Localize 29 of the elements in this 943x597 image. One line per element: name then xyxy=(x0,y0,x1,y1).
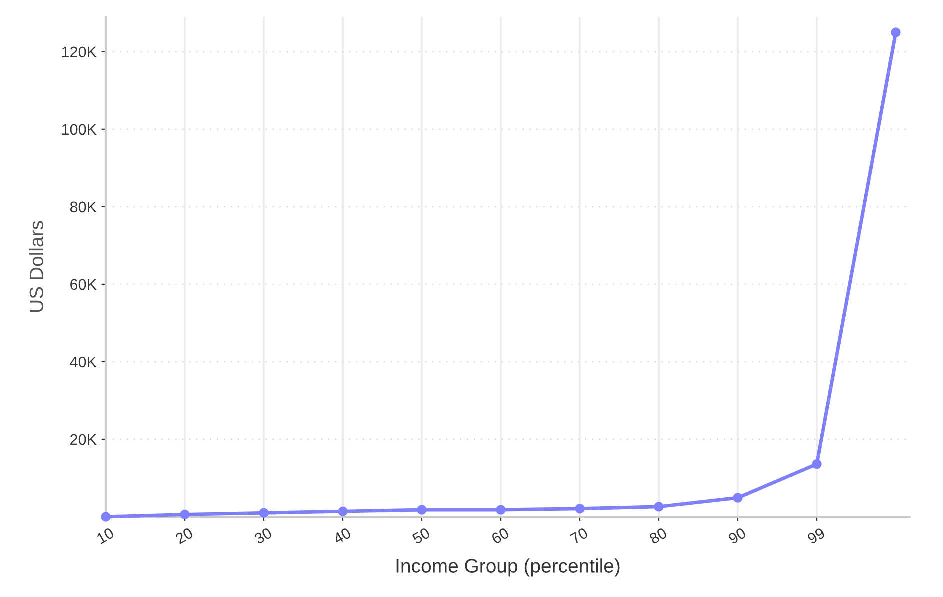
x-tick-label: 90 xyxy=(728,527,747,545)
x-tick-label: 30 xyxy=(254,527,273,545)
point xyxy=(496,505,506,515)
y-axis-title: US Dollars xyxy=(29,221,44,312)
y-tick-label: 60K xyxy=(70,279,97,290)
point xyxy=(338,506,348,516)
point xyxy=(891,28,901,38)
point xyxy=(654,502,664,512)
point xyxy=(417,505,427,515)
x-tick-label: 40 xyxy=(332,527,352,545)
x-tick-label: 10 xyxy=(96,527,115,544)
point xyxy=(733,493,743,503)
y-tick-label: 80K xyxy=(70,202,97,213)
point xyxy=(575,504,585,514)
x-axis-title: Income Group (percentile) xyxy=(396,558,620,577)
point xyxy=(180,510,190,520)
point xyxy=(812,459,822,470)
x-tick-label: 99 xyxy=(806,527,826,545)
point xyxy=(259,508,269,518)
y-tick-label: 20K xyxy=(70,434,97,446)
x-tick-label: 20 xyxy=(174,527,194,545)
x-tick-label: 50 xyxy=(412,527,431,545)
x-tick-label: 70 xyxy=(570,527,589,545)
y-tick-label: 120K xyxy=(62,46,97,58)
x-tick-label: 80 xyxy=(648,527,668,545)
point xyxy=(101,512,111,522)
y-tick-label: 100K xyxy=(62,124,97,136)
x-tick-label: 60 xyxy=(490,527,510,545)
y-tick-label: 40K xyxy=(70,356,97,368)
